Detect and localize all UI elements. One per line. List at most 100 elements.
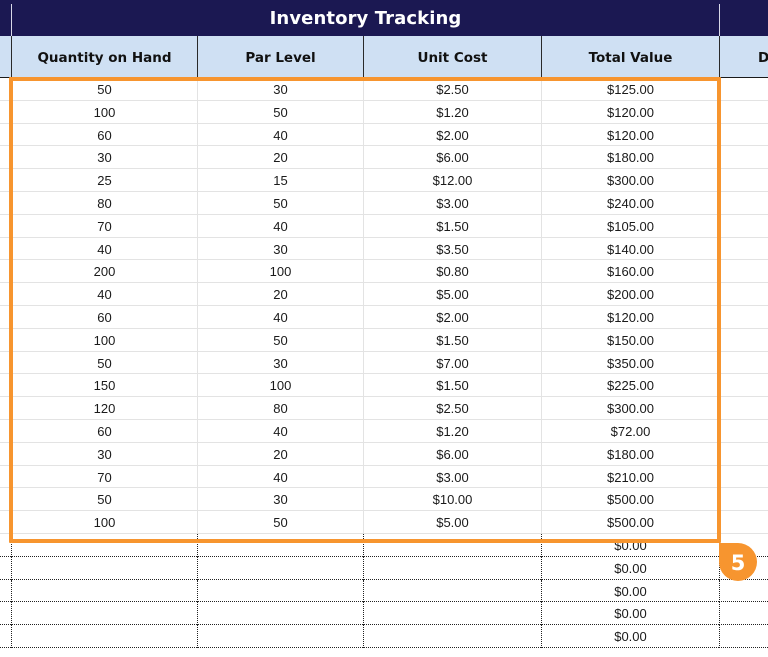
- cell-next-column[interactable]: [719, 78, 768, 101]
- cell-qty[interactable]: 100: [11, 100, 197, 124]
- cell-next-column[interactable]: [719, 283, 768, 306]
- cell-row-header[interactable]: [0, 443, 11, 466]
- sheet-title[interactable]: Inventory Tracking: [269, 8, 462, 29]
- cell-next-column[interactable]: [719, 488, 768, 512]
- cell-next-column[interactable]: [719, 260, 768, 284]
- cell-par[interactable]: 20: [197, 283, 363, 306]
- cell-qty[interactable]: 70: [11, 465, 197, 489]
- cell-next-column[interactable]: [719, 579, 768, 603]
- cell-unit-cost[interactable]: $2.50: [363, 78, 541, 101]
- cell-next-column[interactable]: [719, 397, 768, 420]
- cell-total-value[interactable]: $210.00: [541, 465, 719, 489]
- cell-row-header[interactable]: [0, 215, 11, 238]
- cell-next-column[interactable]: [719, 420, 768, 443]
- cell-par[interactable]: [197, 625, 363, 648]
- cell-total-value[interactable]: $180.00: [541, 442, 719, 466]
- cell-qty[interactable]: [11, 534, 197, 557]
- cell-total-value[interactable]: $120.00: [541, 123, 719, 147]
- cell-unit-cost[interactable]: $3.00: [363, 192, 541, 215]
- cell-next-column[interactable]: [719, 237, 768, 261]
- cell-row-header[interactable]: [0, 192, 11, 215]
- cell-row-header[interactable]: [0, 169, 11, 192]
- cell-row-header[interactable]: [0, 238, 11, 261]
- cell-unit-cost[interactable]: $1.50: [363, 374, 541, 398]
- cell-qty[interactable]: [11, 556, 197, 580]
- cell-row-header[interactable]: [0, 580, 11, 603]
- cell-unit-cost[interactable]: $7.00: [363, 351, 541, 375]
- cell-par[interactable]: 20: [197, 146, 363, 170]
- cell-qty[interactable]: 70: [11, 214, 197, 238]
- cell-next-column[interactable]: [719, 146, 768, 170]
- cell-total-value[interactable]: $500.00: [541, 511, 719, 534]
- cell-qty[interactable]: [11, 602, 197, 626]
- cell-total-value[interactable]: $0.00: [541, 625, 719, 648]
- cell-qty[interactable]: 60: [11, 306, 197, 329]
- cell-next-column[interactable]: [719, 511, 768, 534]
- cell-qty[interactable]: 50: [11, 488, 197, 512]
- cell-row-header[interactable]: [0, 511, 11, 534]
- cell-par[interactable]: 100: [197, 374, 363, 398]
- cell-qty[interactable]: 30: [11, 146, 197, 170]
- cell-qty[interactable]: 50: [11, 78, 197, 101]
- cell-total-value[interactable]: $500.00: [541, 488, 719, 512]
- cell-total-value[interactable]: $125.00: [541, 78, 719, 101]
- cell-row-header[interactable]: [0, 534, 11, 557]
- cell-total-value[interactable]: $160.00: [541, 260, 719, 284]
- cell-par[interactable]: 50: [197, 328, 363, 352]
- cell-unit-cost[interactable]: $3.00: [363, 465, 541, 489]
- cell-unit-cost[interactable]: $3.50: [363, 237, 541, 261]
- column-header-right-partial[interactable]: D: [719, 36, 768, 77]
- column-header-qty[interactable]: Quantity on Hand: [11, 36, 197, 77]
- cell-unit-cost[interactable]: $1.50: [363, 214, 541, 238]
- cell-unit-cost[interactable]: $2.00: [363, 306, 541, 329]
- cell-qty[interactable]: 80: [11, 192, 197, 215]
- cell-qty[interactable]: 60: [11, 420, 197, 443]
- cell-unit-cost[interactable]: $6.00: [363, 442, 541, 466]
- cell-unit-cost[interactable]: $5.00: [363, 511, 541, 534]
- cell-total-value[interactable]: $150.00: [541, 328, 719, 352]
- cell-par[interactable]: 50: [197, 192, 363, 215]
- cell-next-column[interactable]: [719, 123, 768, 147]
- cell-par[interactable]: [197, 534, 363, 557]
- cell-unit-cost[interactable]: $1.20: [363, 420, 541, 443]
- cell-qty[interactable]: 100: [11, 511, 197, 534]
- cell-total-value[interactable]: $105.00: [541, 214, 719, 238]
- cell-row-header[interactable]: [0, 397, 11, 420]
- cell-unit-cost[interactable]: $6.00: [363, 146, 541, 170]
- cell-total-value[interactable]: $350.00: [541, 351, 719, 375]
- cell-qty[interactable]: [11, 625, 197, 648]
- cell-row-header[interactable]: [0, 352, 11, 375]
- cell-next-column[interactable]: [719, 602, 768, 626]
- cell-total-value[interactable]: $300.00: [541, 169, 719, 192]
- cell-row-header[interactable]: [0, 78, 11, 101]
- cell-total-value[interactable]: $140.00: [541, 237, 719, 261]
- cell-next-column[interactable]: [719, 465, 768, 489]
- cell-unit-cost[interactable]: $2.00: [363, 123, 541, 147]
- cell-next-column[interactable]: [719, 192, 768, 215]
- cell-par[interactable]: 30: [197, 488, 363, 512]
- cell-unit-cost[interactable]: $0.80: [363, 260, 541, 284]
- cell-next-column[interactable]: [719, 374, 768, 398]
- cell-total-value[interactable]: $200.00: [541, 283, 719, 306]
- cell-row-header[interactable]: [0, 488, 11, 512]
- cell-par[interactable]: 50: [197, 100, 363, 124]
- cell-row-header[interactable]: [0, 146, 11, 170]
- cell-row-header[interactable]: [0, 374, 11, 398]
- cell-unit-cost[interactable]: [363, 534, 541, 557]
- cell-total-value[interactable]: $240.00: [541, 192, 719, 215]
- cell-qty[interactable]: 60: [11, 123, 197, 147]
- cell-total-value[interactable]: $225.00: [541, 374, 719, 398]
- cell-unit-cost[interactable]: $1.50: [363, 328, 541, 352]
- cell-next-column[interactable]: [719, 442, 768, 466]
- cell-next-column[interactable]: [719, 214, 768, 238]
- column-header-unit-cost[interactable]: Unit Cost: [363, 36, 541, 77]
- cell-par[interactable]: 80: [197, 397, 363, 420]
- cell-qty[interactable]: 40: [11, 283, 197, 306]
- cell-par[interactable]: 50: [197, 511, 363, 534]
- cell-unit-cost[interactable]: [363, 625, 541, 648]
- cell-total-value[interactable]: $300.00: [541, 397, 719, 420]
- cell-row-header[interactable]: [0, 124, 11, 147]
- cell-par[interactable]: 40: [197, 465, 363, 489]
- cell-next-column[interactable]: [719, 328, 768, 352]
- cell-total-value[interactable]: $0.00: [541, 602, 719, 626]
